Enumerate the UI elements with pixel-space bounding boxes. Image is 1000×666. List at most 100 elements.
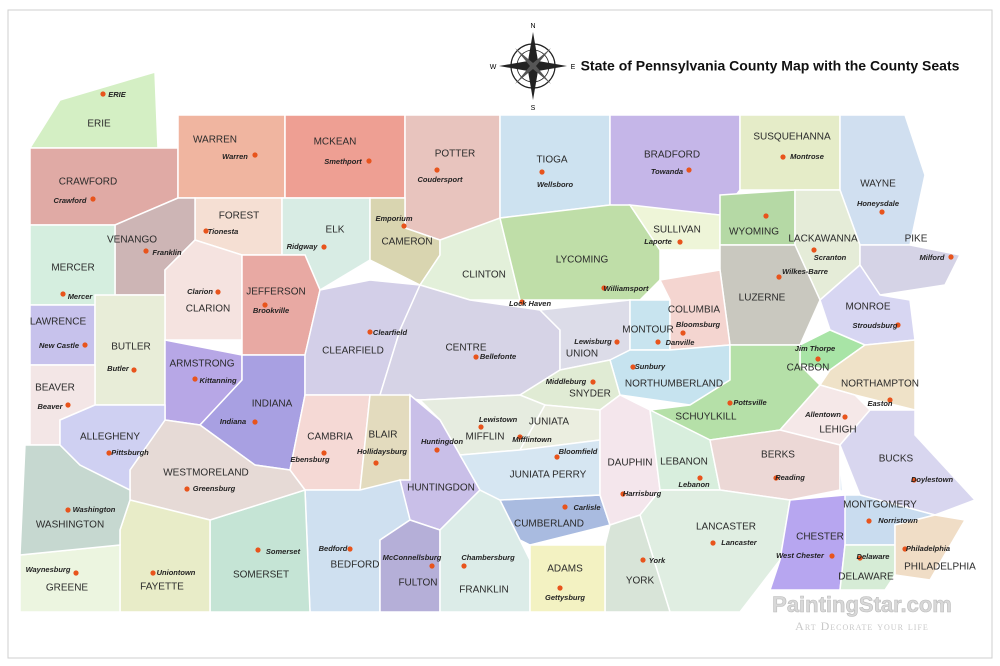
county-seat-dot: [373, 460, 379, 466]
county-seat: Easton: [867, 399, 892, 408]
county-seat: Middleburg: [546, 377, 587, 386]
county-name: NORTHAMPTON: [841, 379, 919, 390]
map-title: State of Pennsylvania County Map with th…: [581, 58, 960, 74]
county-seat-dot: [478, 424, 484, 430]
county-seat-dot: [252, 152, 258, 158]
county-seat: Smethport: [324, 157, 362, 166]
county-seat-dot: [192, 376, 198, 382]
county-name: FULTON: [398, 578, 437, 589]
county-seat-dot: [252, 419, 258, 425]
county-seat: Tionesta: [208, 227, 239, 236]
county-seat: Allentown: [804, 410, 841, 419]
county-seat: Doylestown: [911, 475, 954, 484]
county-seat: Norristown: [878, 516, 918, 525]
county-seat: Lebanon: [678, 480, 710, 489]
county-seat: Lewistown: [479, 415, 518, 424]
county-seat: Philadelphia: [906, 544, 950, 553]
county-name: HUNTINGDON: [407, 483, 475, 494]
county-seat-dot: [857, 555, 863, 561]
county-seat-dot: [434, 447, 440, 453]
county-seat-dot: [763, 213, 769, 219]
county-seat-dot: [131, 367, 137, 373]
county-seat-dot: [100, 91, 106, 97]
watermark-tagline: Art Decorate your life: [795, 619, 929, 633]
county-name: INDIANA: [252, 399, 293, 410]
county-name: FRANKLIN: [459, 585, 508, 596]
compass-point: [528, 32, 538, 66]
county-name: NORTHUMBERLAND: [625, 379, 723, 390]
county-seat: York: [649, 556, 666, 565]
county-name: CHESTER: [796, 532, 844, 543]
county-name: WASHINGTON: [36, 520, 104, 531]
county-seat: Wilkes-Barre: [782, 267, 828, 276]
county-seat: Laporte: [644, 237, 672, 246]
county-seat: Mercer: [68, 292, 94, 301]
county-name: BLAIR: [369, 430, 398, 441]
county-seat: Lock Haven: [509, 299, 552, 308]
county-seat: Waynesburg: [26, 565, 71, 574]
county-seat-dot: [65, 507, 71, 513]
county-seat: Uniontown: [157, 568, 196, 577]
county-seat-dot: [697, 475, 703, 481]
county-name: SUSQUEHANNA: [753, 132, 831, 143]
county-seat: Hollidaysburg: [357, 447, 407, 456]
county-name: ERIE: [87, 119, 111, 130]
county-seat-dot: [811, 247, 817, 253]
county-name: WYOMING: [729, 227, 779, 238]
county-name: SNYDER: [569, 389, 611, 400]
county-name: CRAWFORD: [59, 177, 118, 188]
county-name: CENTRE: [445, 343, 486, 354]
county-name: LEHIGH: [819, 425, 856, 436]
watermark-site: PaintingStar.com: [772, 592, 952, 617]
county-seat-dot: [562, 504, 568, 510]
county-name: PIKE: [905, 234, 928, 245]
county-seat-dot: [911, 477, 917, 483]
compass-west: W: [490, 64, 497, 71]
county-seat-dot: [686, 167, 692, 173]
county-name: PHILADELPHIA: [904, 562, 976, 573]
county-seat: McConnellsburg: [383, 553, 442, 562]
county-seat-dot: [473, 354, 479, 360]
county-seat-dot: [815, 356, 821, 362]
county-seat: Bloomsburg: [676, 320, 721, 329]
county-name: MERCER: [51, 263, 94, 274]
county-seat: Bellefonte: [480, 352, 516, 361]
county-seat: ERIE: [108, 90, 127, 99]
county-seat: Clarion: [187, 287, 213, 296]
county-seat-dot: [829, 553, 835, 559]
county-shape: [709, 429, 841, 501]
county-shape: [894, 514, 967, 581]
county-name: ALLEGHENY: [80, 432, 140, 443]
county-seat: Milford: [920, 253, 945, 262]
county-name: CAMERON: [381, 237, 432, 248]
county-seat: New Castle: [39, 341, 79, 350]
county-seat-dot: [557, 585, 563, 591]
county-seat-dot: [90, 196, 96, 202]
county-seat: West Chester: [776, 551, 825, 560]
county-seat: Reading: [775, 473, 805, 482]
county-shape: [499, 204, 661, 301]
county-seat-dot: [590, 379, 596, 385]
county-seat-dot: [203, 228, 209, 234]
county-seat-dot: [347, 546, 353, 552]
county-seat-dot: [866, 518, 872, 524]
county-name: BRADFORD: [644, 150, 700, 161]
county-seat: Ridgway: [287, 242, 319, 251]
county-seat: Mifflintown: [512, 435, 552, 444]
county-seat: Honeysdale: [857, 199, 899, 208]
county-name: CLARION: [186, 304, 230, 315]
county-name: SOMERSET: [233, 570, 289, 581]
county-seat-dot: [255, 547, 261, 553]
county-name: BEDFORD: [331, 560, 380, 571]
county-seat-dot: [780, 154, 786, 160]
county-seat-dot: [321, 450, 327, 456]
county-name: YORK: [626, 576, 655, 587]
county-seat-dot: [321, 244, 327, 250]
county-seat-dot: [879, 209, 885, 215]
county-seat-dot: [680, 330, 686, 336]
county-name: LANCASTER: [696, 522, 756, 533]
county-name: GREENE: [46, 583, 89, 594]
county-seat-dot: [429, 563, 435, 569]
county-seat-dot: [215, 289, 221, 295]
county-seat: Butler: [107, 364, 130, 373]
